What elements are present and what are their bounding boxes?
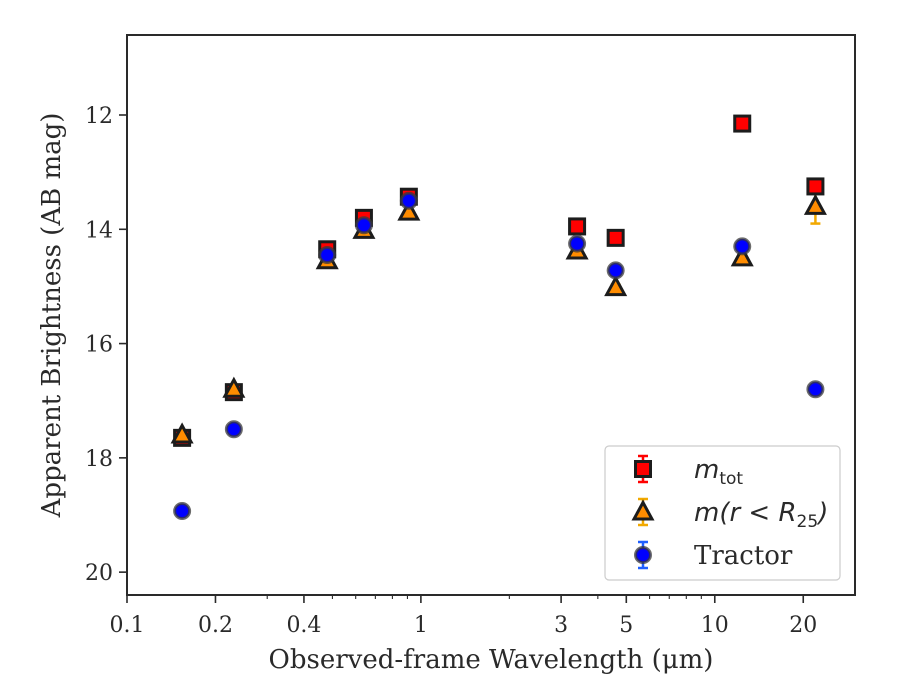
legend: mtot m(r < R25) Tractor	[604, 445, 841, 581]
y-tick-label: 16	[85, 333, 113, 358]
mr25-point	[170, 422, 194, 444]
tractor-point	[354, 216, 373, 235]
tractor-point	[733, 237, 752, 256]
mr25-point	[397, 199, 421, 221]
mr25-point	[604, 274, 628, 297]
y-tick-label: 18	[85, 447, 113, 472]
x-tick-label: 10	[701, 613, 729, 638]
legend-entry-mr25: m(r < R25)	[694, 498, 828, 532]
tractor-point	[224, 420, 243, 439]
legend-mtot-sub: tot	[719, 469, 743, 489]
legend-mr-prefix: m(r < R	[694, 498, 797, 528]
legend-mr-sub: 25	[797, 512, 819, 532]
legend-mr25-marker	[631, 499, 655, 521]
x-tick-label: 0.1	[110, 613, 145, 638]
tractor-point	[568, 234, 587, 253]
tractor-point	[318, 246, 337, 264]
legend-mtot-main: m	[694, 455, 719, 485]
mtot-point	[568, 217, 587, 236]
x-tick-label: 0.4	[286, 613, 321, 638]
x-axis-label: Observed-frame Wavelength (μm)	[269, 645, 714, 675]
legend-box	[604, 445, 841, 581]
x-tick-label: 1	[414, 613, 428, 638]
mtot-point	[606, 228, 625, 247]
tractor-point	[173, 502, 192, 520]
x-tick-label: 20	[789, 613, 817, 638]
legend-entry-tractor: Tractor	[694, 541, 793, 571]
ticks-layer: 0.1 0.2 0.4 1 3 5 10 20 12 14 16 18 20	[85, 104, 817, 638]
legend-tractor-marker	[634, 546, 652, 564]
y-tick-label: 12	[85, 104, 113, 129]
mr25-point	[222, 376, 246, 398]
legend-mr-suffix: )	[816, 498, 828, 528]
y-tick-label: 20	[85, 561, 113, 586]
y-tick-label: 14	[85, 218, 113, 243]
y-axis-label: Apparent Brightness (AB mag)	[37, 113, 67, 519]
plot-frame	[126, 34, 856, 596]
marker-layer	[170, 114, 827, 520]
mtot-point	[806, 177, 825, 196]
mtot-point	[733, 114, 752, 133]
mr25-point	[803, 193, 827, 215]
x-tick-label: 3	[554, 613, 568, 638]
legend-mtot-marker	[634, 460, 652, 478]
legend-entry-mtot: mtot	[694, 455, 743, 489]
tractor-point	[399, 191, 418, 210]
tractor-point	[606, 261, 625, 280]
x-tick-label: 5	[619, 613, 633, 638]
mr25-point	[730, 245, 754, 267]
legend-markers	[631, 454, 655, 570]
tractor-point	[806, 380, 825, 399]
x-tick-label: 0.2	[198, 613, 233, 638]
